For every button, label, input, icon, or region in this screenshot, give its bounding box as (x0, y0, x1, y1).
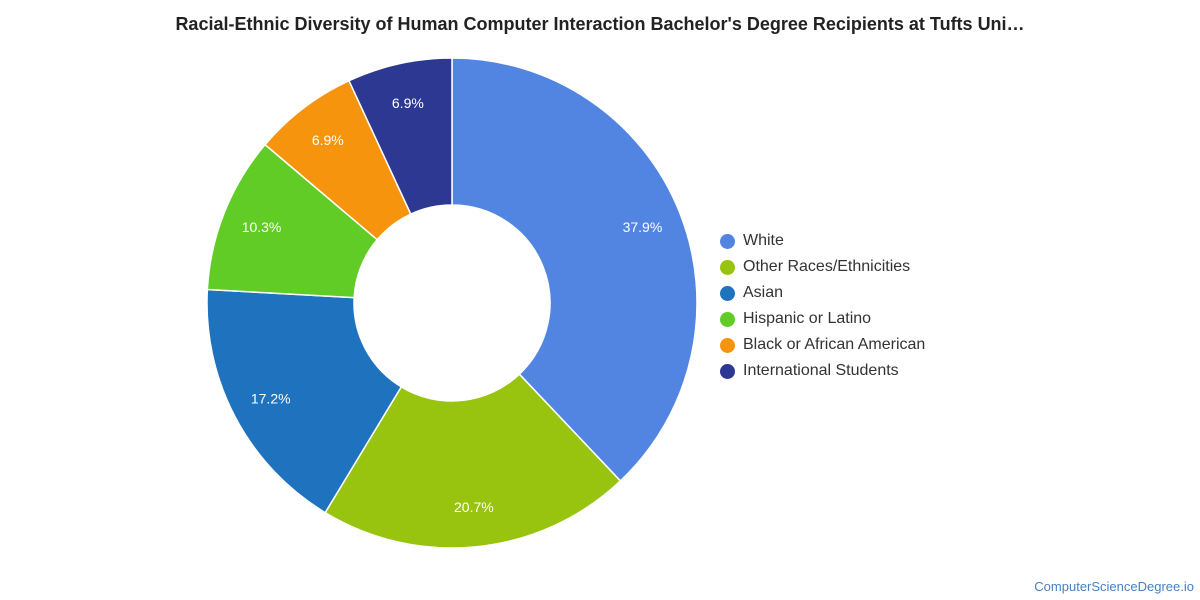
site-watermark[interactable]: ComputerScienceDegree.io (1034, 579, 1194, 594)
slice-label: 37.9% (623, 219, 663, 235)
slice-label: 10.3% (242, 219, 282, 235)
legend-label: White (743, 232, 784, 249)
slice-other-races-ethnicities[interactable] (324, 373, 622, 549)
slice-hispanic-or-latino[interactable] (206, 143, 379, 299)
slice-white[interactable] (451, 57, 698, 483)
chart-title: Racial-Ethnic Diversity of Human Compute… (175, 14, 1025, 34)
legend-label: Asian (743, 284, 784, 301)
legend-label: International Students (743, 362, 899, 379)
legend-item[interactable]: Black or African American (720, 332, 925, 358)
legend-item[interactable]: White (720, 228, 925, 254)
legend-swatch (720, 363, 735, 379)
legend-label: Other Races/Ethnicities (743, 258, 911, 275)
legend-swatch (720, 233, 735, 249)
legend-swatch (720, 259, 735, 275)
legend-swatch (720, 337, 735, 353)
legend-swatch (720, 285, 735, 301)
slice-international-students[interactable] (347, 57, 453, 216)
legend-item[interactable]: Other Races/Ethnicities (720, 254, 925, 280)
legend-item[interactable]: International Students (720, 358, 925, 384)
chart-legend: White Other Races/Ethnicities Asian Hispani… (720, 228, 925, 384)
legend-label: Hispanic or Latino (743, 310, 872, 327)
slice-label: 6.9% (392, 95, 424, 111)
slice-label: 6.9% (312, 132, 344, 148)
legend-item[interactable]: Asian (720, 280, 925, 306)
slice-label: 20.7% (454, 499, 494, 515)
slice-label: 17.2% (251, 391, 291, 407)
legend-swatch (720, 311, 735, 327)
legend-item[interactable]: Hispanic or Latino (720, 306, 925, 332)
slice-asian[interactable] (206, 288, 403, 514)
legend-label: Black or African American (743, 336, 926, 353)
